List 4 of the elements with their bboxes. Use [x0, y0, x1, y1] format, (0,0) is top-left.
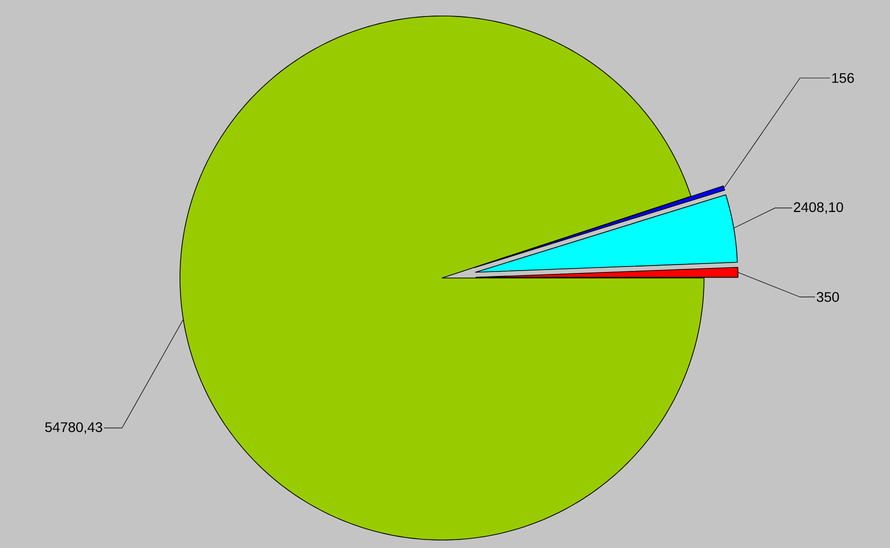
- data-label: 350: [816, 292, 839, 302]
- data-label: 156: [832, 73, 854, 83]
- data-label: 2408,10: [794, 202, 844, 214]
- data-label: 54780,43: [45, 422, 102, 434]
